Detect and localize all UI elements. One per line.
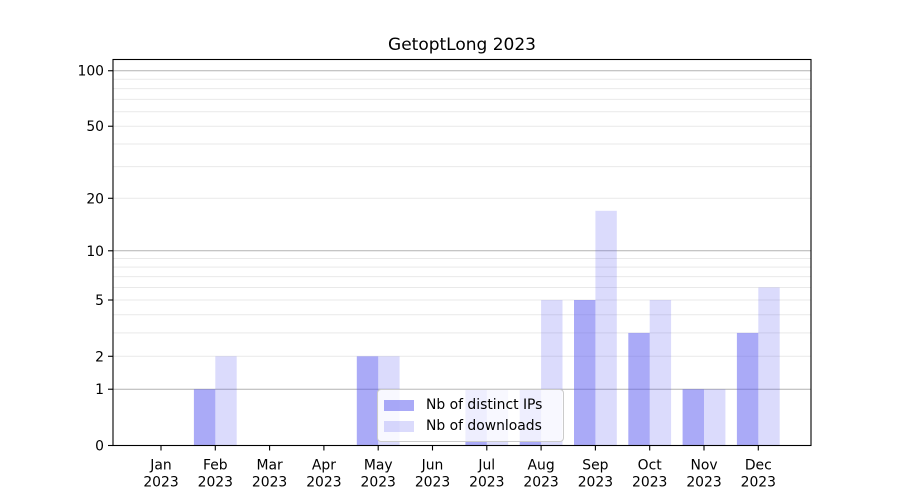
x-tick-label-month-dec: Dec <box>745 458 772 474</box>
y-tick-label-2: 2 <box>95 349 104 365</box>
x-tick-label-year-sep: 2023 <box>578 475 613 491</box>
y-tick-label-50: 50 <box>86 119 104 135</box>
legend-item-distinct-ips: Nb of distinct IPs <box>384 395 552 415</box>
legend-swatch-downloads <box>384 420 414 432</box>
y-tick-label-5: 5 <box>95 293 104 309</box>
x-tick-label-month-nov: Nov <box>690 458 717 474</box>
x-tick-label-year-apr: 2023 <box>306 475 341 491</box>
x-tick-label-month-oct: Oct <box>638 458 663 474</box>
x-tick-label-year-feb: 2023 <box>198 475 233 491</box>
gridlines-minor <box>113 78 811 357</box>
x-tick-label-month-mar: Mar <box>256 458 282 474</box>
x-tick-label-month-sep: Sep <box>582 458 608 474</box>
x-tick-label-year-nov: 2023 <box>686 475 721 491</box>
x-tick-label-year-jul: 2023 <box>469 475 504 491</box>
gridlines-major <box>113 70 811 390</box>
y-axis-ticks <box>108 70 113 447</box>
legend-label-distinct-ips: Nb of distinct IPs <box>426 397 543 413</box>
x-tick-label-year-dec: 2023 <box>741 475 776 491</box>
bar-downloads-dec <box>758 287 780 446</box>
bar-distinct-ips-nov <box>682 389 704 446</box>
y-tick-label-100: 100 <box>77 64 104 80</box>
x-tick-label-year-jan: 2023 <box>143 475 178 491</box>
bar-distinct-ips-sep <box>574 300 596 446</box>
x-tick-label-month-may: May <box>364 458 393 474</box>
y-tick-label-1: 1 <box>95 382 104 398</box>
x-tick-label-year-mar: 2023 <box>252 475 287 491</box>
y-tick-label-0: 0 <box>95 439 104 455</box>
legend: Nb of distinct IPs Nb of downloads <box>377 389 564 442</box>
x-tick-label-year-aug: 2023 <box>523 475 558 491</box>
legend-swatch-distinct-ips <box>384 399 414 411</box>
x-tick-label-year-jun: 2023 <box>415 475 450 491</box>
y-axis-labels: 0 1 2 5 10 20 50 100 <box>77 64 104 455</box>
bar-downloads-sep <box>595 210 617 446</box>
x-tick-label-month-feb: Feb <box>203 458 228 474</box>
x-axis-ticks <box>160 445 759 451</box>
bar-distinct-ips-may <box>356 356 379 446</box>
bar-distinct-ips-oct <box>628 332 650 446</box>
x-tick-label-month-jan: Jan <box>149 458 171 474</box>
bar-downloads-oct <box>649 300 672 446</box>
y-tick-label-10: 10 <box>86 244 104 260</box>
bar-downloads-feb <box>215 356 237 446</box>
y-tick-label-20: 20 <box>86 191 104 207</box>
x-axis-labels: Jan2023Feb2023Mar2023Apr2023May2023Jun20… <box>143 458 776 491</box>
chart-title: GetoptLong 2023 <box>388 35 536 55</box>
x-tick-label-year-may: 2023 <box>361 475 396 491</box>
axis-spines <box>112 58 812 447</box>
x-tick-label-month-apr: Apr <box>312 458 336 474</box>
bar-downloads-nov <box>704 389 726 446</box>
x-tick-label-year-oct: 2023 <box>632 475 667 491</box>
legend-item-downloads: Nb of downloads <box>384 416 552 436</box>
legend-label-downloads: Nb of downloads <box>426 418 542 434</box>
bar-distinct-ips-dec <box>736 332 759 446</box>
bar-distinct-ips-feb <box>193 389 216 446</box>
x-tick-label-month-jul: Jul <box>477 458 495 474</box>
x-tick-label-month-jun: Jun <box>421 458 444 474</box>
x-tick-label-month-aug: Aug <box>528 458 555 474</box>
